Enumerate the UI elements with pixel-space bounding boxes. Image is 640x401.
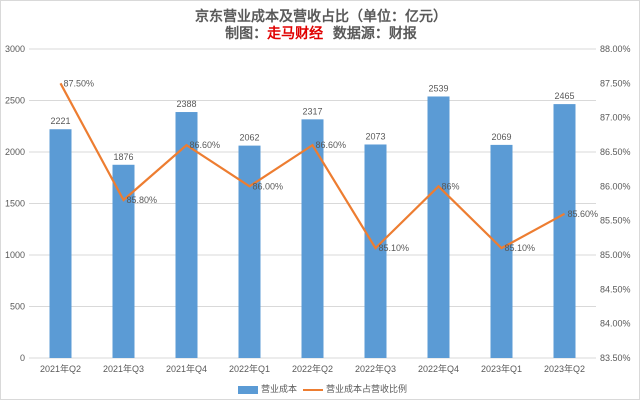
bar-label: 2317 [302, 106, 322, 116]
x-tick: 2023年Q1 [481, 363, 522, 374]
line-label: 86.60% [316, 140, 347, 150]
y-right-tick: 85.00% [600, 250, 631, 260]
bar-label: 2069 [491, 132, 511, 142]
bar-label: 2539 [428, 83, 448, 93]
legend: 营业成本 营业成本占营收比例 [1, 382, 640, 395]
bar-label: 2221 [50, 116, 70, 126]
x-tick: 2021年Q4 [166, 363, 207, 374]
y-right-tick: 86.50% [600, 147, 631, 157]
y-left-tick: 0 [20, 353, 25, 363]
y-right-tick: 87.50% [600, 78, 631, 88]
y-left-tick: 1500 [5, 199, 25, 209]
source: 数据源：财报 [332, 26, 417, 42]
bar [427, 96, 450, 358]
bar [238, 145, 261, 358]
line-label: 85.10% [505, 243, 536, 253]
line-label: 85.60% [568, 209, 599, 219]
x-tick: 2023年Q2 [544, 363, 585, 374]
line-label: 86% [442, 181, 460, 191]
x-tick: 2022年Q4 [418, 363, 459, 374]
legend-label-bar: 营业成本 [261, 385, 298, 395]
bar-label: 2062 [239, 133, 259, 143]
chart-title: 京东营业成本及营收占比（单位：亿元） [195, 9, 447, 25]
bar-label: 2388 [176, 99, 196, 109]
y-left-tick: 2500 [5, 96, 25, 106]
line-label: 86.00% [253, 181, 284, 191]
line-label: 87.50% [64, 78, 95, 88]
y-right-tick: 84.50% [600, 284, 631, 294]
y-right-tick: 86.00% [600, 181, 631, 191]
bar-label: 2073 [365, 131, 385, 141]
y-left-tick: 500 [10, 302, 25, 312]
bar [175, 112, 198, 358]
y-right-tick: 84.00% [600, 319, 631, 329]
x-tick: 2022年Q3 [355, 363, 396, 374]
bar-label: 2465 [554, 91, 574, 101]
x-tick: 2021年Q2 [40, 363, 81, 374]
bar [490, 144, 513, 358]
chart-subtitle: 制图：走马财经 数据源：财报 [1, 23, 640, 43]
y-left-tick: 1000 [5, 250, 25, 260]
line-series [59, 82, 566, 250]
bar [49, 129, 72, 358]
y-right-tick: 87.00% [600, 113, 631, 123]
line-label: 85.80% [127, 195, 158, 205]
y-right-tick: 85.50% [600, 216, 631, 226]
legend-swatch-line [302, 388, 323, 391]
y-left-tick: 2000 [5, 147, 25, 157]
credit-prefix: 制图： [225, 26, 268, 42]
bar [364, 144, 387, 358]
legend-swatch-bar [238, 385, 259, 394]
x-tick: 2022年Q1 [229, 363, 270, 374]
line-label: 85.10% [379, 243, 410, 253]
bar [553, 104, 576, 358]
y-left-tick: 3000 [5, 44, 25, 54]
line-label: 86.60% [190, 140, 221, 150]
bar [301, 119, 324, 358]
bar [112, 164, 135, 358]
y-right-tick: 83.50% [600, 353, 631, 363]
brand: 走马财经 [267, 26, 324, 42]
x-tick: 2021年Q3 [103, 363, 144, 374]
legend-label-line: 营业成本占营收比例 [325, 385, 407, 395]
bar-label: 1876 [113, 152, 133, 162]
y-right-tick: 88.00% [600, 44, 631, 54]
x-tick: 2022年Q2 [292, 363, 333, 374]
